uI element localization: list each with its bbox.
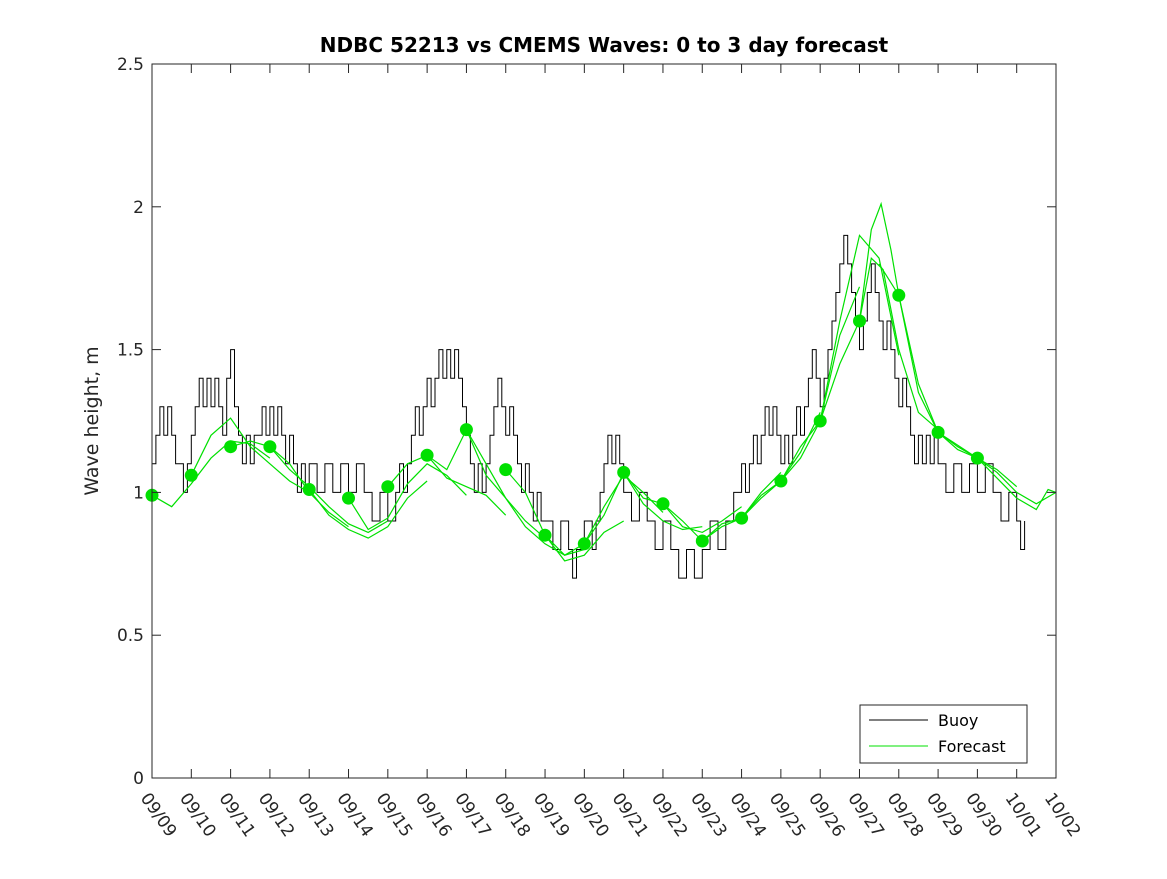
forecast-series-line-10 bbox=[505, 469, 625, 562]
forecast-marker-7 bbox=[381, 480, 395, 494]
chart-title: NDBC 52213 vs CMEMS Waves: 0 to 3 day fo… bbox=[320, 33, 889, 57]
forecast-marker-8 bbox=[420, 448, 434, 462]
y-axis-label: Wave height, m bbox=[81, 346, 103, 495]
forecast-marker-12 bbox=[577, 537, 591, 551]
y-tick-label-3: 1.5 bbox=[117, 341, 144, 361]
forecast-series-line-2 bbox=[190, 417, 310, 493]
forecast-marker-22 bbox=[970, 451, 984, 465]
forecast-marker-11 bbox=[538, 528, 552, 542]
forecast-series-line-7 bbox=[387, 454, 507, 516]
forecast-marker-10 bbox=[499, 463, 513, 477]
buoy-series-line bbox=[152, 234, 1026, 579]
forecast-marker-15 bbox=[695, 534, 709, 548]
forecast-marker-20 bbox=[892, 288, 906, 302]
legend-buoy-label: Buoy bbox=[938, 711, 978, 730]
forecast-series-line-21 bbox=[937, 431, 1057, 505]
plot-frame bbox=[151, 63, 1057, 779]
forecast-series-line-6 bbox=[347, 463, 467, 531]
forecast-marker-3 bbox=[224, 440, 238, 454]
forecast-marker-21 bbox=[931, 425, 945, 439]
y-tick-label-5: 2.5 bbox=[117, 55, 144, 75]
forecast-series-line-20 bbox=[878, 263, 1018, 488]
forecast-series-line-16 bbox=[741, 286, 861, 519]
legend-forecast-label: Forecast bbox=[938, 737, 1006, 756]
forecast-series-line-18 bbox=[819, 256, 939, 431]
forecast-series-line-5 bbox=[308, 480, 428, 539]
y-tick-label-4: 2 bbox=[133, 198, 144, 218]
forecast-marker-16 bbox=[735, 511, 749, 525]
forecast-series-line-13 bbox=[623, 472, 742, 534]
forecast-series-line-8 bbox=[426, 428, 546, 539]
forecast-series-line-17 bbox=[780, 234, 900, 482]
forecast-marker-6 bbox=[342, 491, 355, 505]
legend: Buoy Forecast bbox=[859, 704, 1028, 764]
forecast-marker-2 bbox=[184, 468, 198, 482]
forecast-series-line-1 bbox=[151, 440, 271, 508]
y-tick-label-2: 1 bbox=[133, 483, 144, 503]
y-tick-label-1: 0.5 bbox=[117, 626, 144, 646]
forecast-series-line-22 bbox=[976, 457, 1057, 511]
forecast-series-line-4 bbox=[269, 446, 389, 534]
forecast-series-line-11 bbox=[544, 474, 664, 556]
forecast-marker-19 bbox=[853, 314, 866, 328]
forecast-series-line-14 bbox=[662, 471, 782, 542]
legend-box bbox=[859, 704, 1028, 764]
y-tick-label-0: 0 bbox=[133, 769, 144, 789]
forecast-series-line-3 bbox=[230, 440, 349, 528]
forecast-marker-14 bbox=[656, 497, 670, 511]
forecast-series-line-12 bbox=[583, 471, 703, 545]
forecast-marker-4 bbox=[263, 440, 277, 454]
forecast-marker-18 bbox=[813, 414, 827, 428]
forecast-marker-5 bbox=[302, 483, 316, 496]
forecast-marker-9 bbox=[459, 423, 473, 437]
forecast-marker-13 bbox=[617, 465, 631, 479]
forecast-series-line-15 bbox=[701, 412, 821, 542]
forecast-marker-17 bbox=[774, 474, 788, 488]
plot-layer bbox=[145, 201, 1057, 579]
